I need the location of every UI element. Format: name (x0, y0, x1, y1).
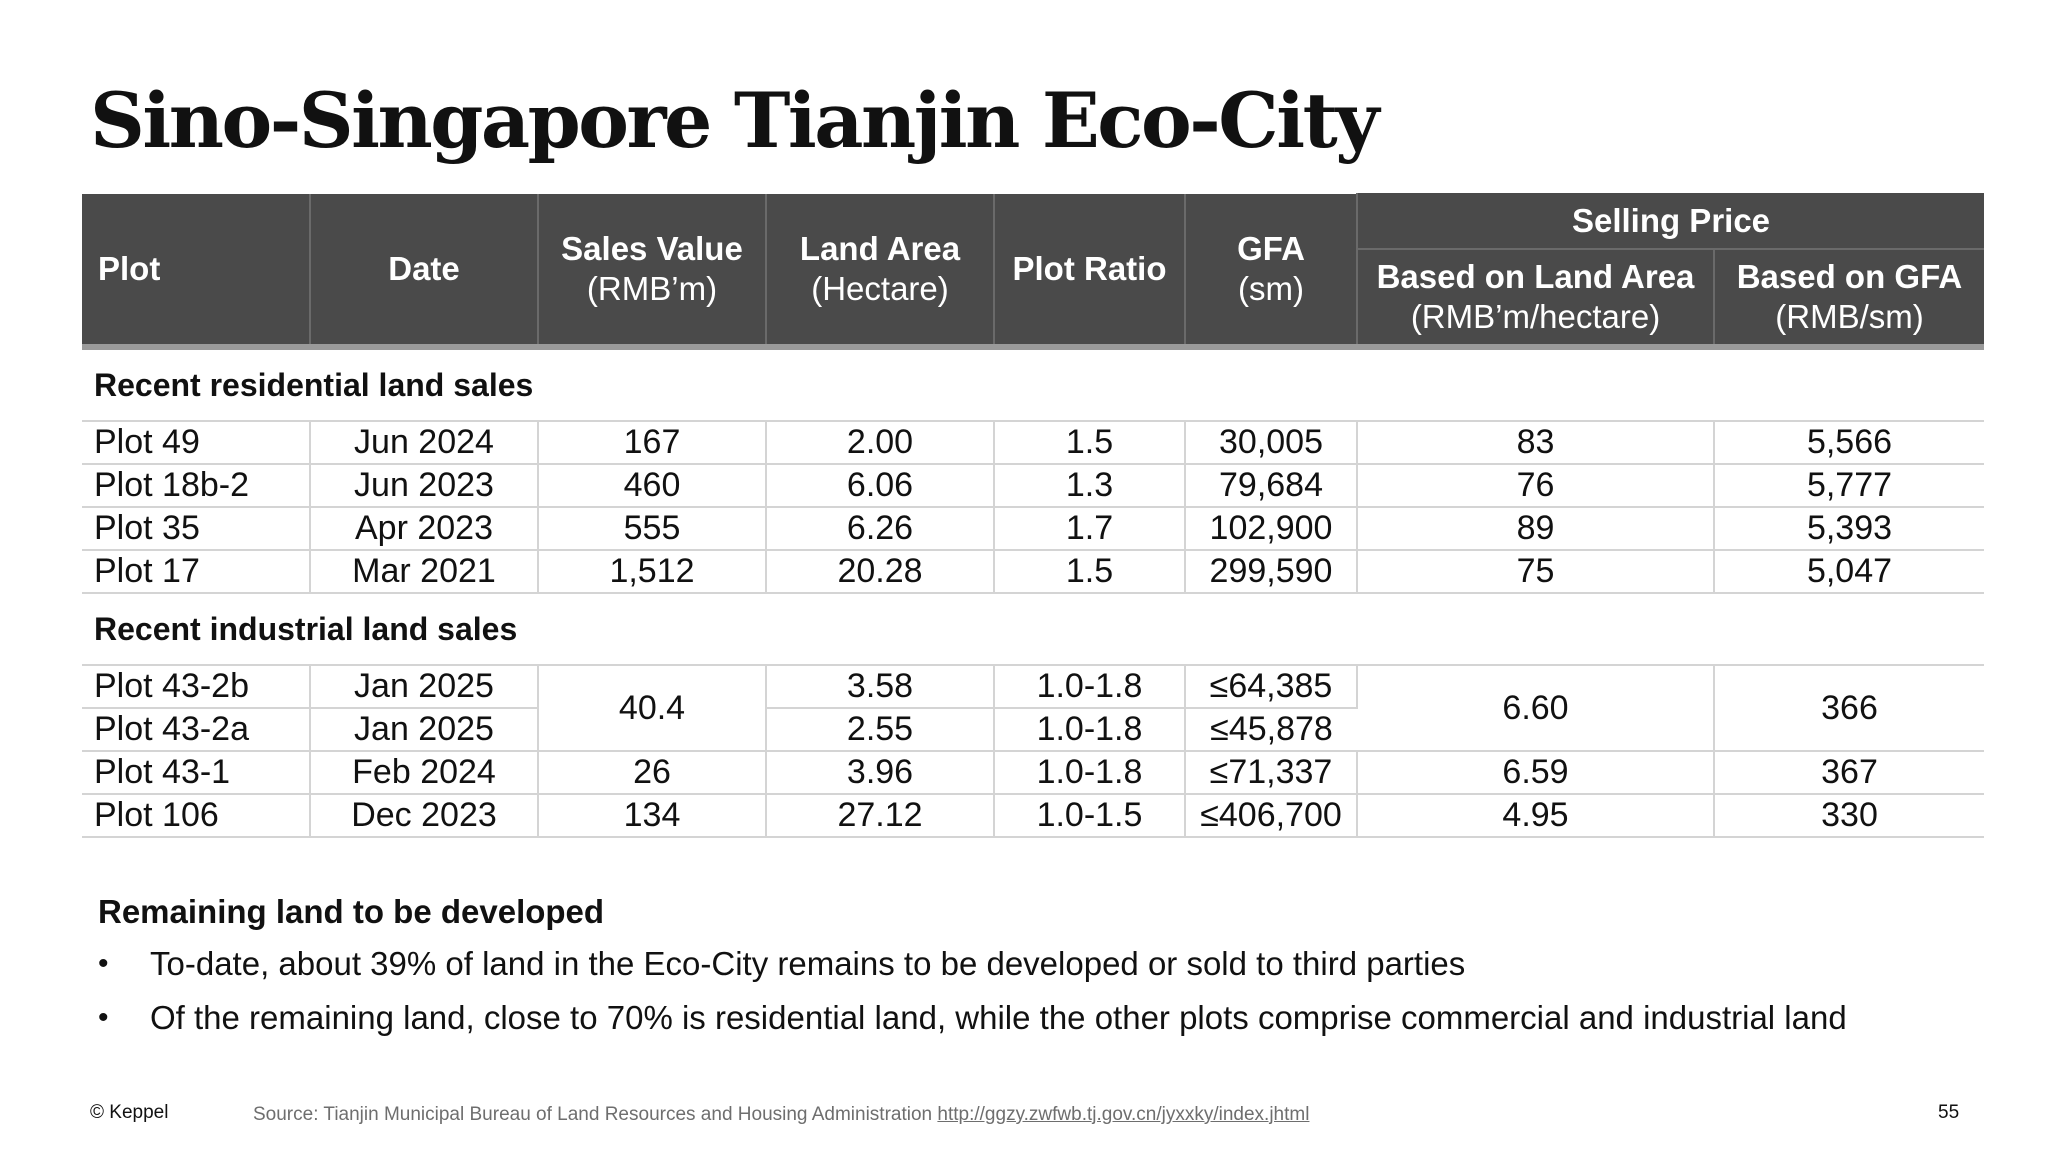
cell-plot-ratio: 1.0-1.5 (994, 794, 1186, 838)
header-gfa: GFA (sm) (1185, 193, 1358, 344)
cell-land-area: 6.26 (766, 507, 995, 551)
cell-price-land-area: 83 (1357, 421, 1715, 465)
header-date: Date (310, 193, 539, 344)
cell-date: Jun 2024 (310, 421, 539, 465)
cell-plot-ratio: 1.0-1.8 (994, 708, 1186, 752)
cell-gfa: ≤45,878 (1185, 708, 1357, 752)
bullet-icon: • (98, 1001, 109, 1034)
section-industrial-label: Recent industrial land sales (82, 593, 1984, 666)
cell-plot: Plot 106 (82, 794, 311, 838)
header-land-area: Land Area (Hectare) (766, 193, 995, 344)
header-based-on-gfa: Based on GFA (RMB/sm) (1714, 248, 1984, 344)
bullet-text: Of the remaining land, close to 70% is r… (150, 999, 1847, 1036)
page-title: Sino-Singapore Tianjin Eco-City (90, 76, 1379, 165)
cell-sales-value: 460 (538, 464, 767, 508)
cell-price-land-area: 6.59 (1357, 751, 1715, 795)
cell-price-land-area: 6.60 (1357, 665, 1715, 752)
cell-date: Apr 2023 (310, 507, 539, 551)
cell-sales-value: 167 (538, 421, 767, 465)
cell-gfa: 30,005 (1185, 421, 1358, 465)
cell-date: Jan 2025 (310, 665, 539, 709)
cell-price-gfa: 5,566 (1714, 421, 1984, 465)
cell-gfa: 299,590 (1185, 550, 1358, 594)
section-residential-label: Recent residential land sales (82, 350, 1984, 422)
cell-gfa: 102,900 (1185, 507, 1358, 551)
source-link[interactable]: http://ggzy.zwfwb.tj.gov.cn/jyxxky/index… (937, 1104, 1310, 1125)
page-number: 55 (1938, 1102, 1960, 1123)
cell-price-gfa: 5,777 (1714, 464, 1984, 508)
cell-price-land-area: 89 (1357, 507, 1715, 551)
cell-price-gfa: 5,047 (1714, 550, 1984, 594)
cell-gfa: ≤71,337 (1185, 751, 1358, 795)
cell-sales-value: 134 (538, 794, 767, 838)
cell-price-gfa: 330 (1714, 794, 1984, 838)
table-row: Plot 18b-2 Jun 2023 460 6.06 1.3 79,684 … (82, 464, 1984, 508)
cell-plot: Plot 17 (82, 550, 311, 594)
cell-date: Jan 2025 (310, 708, 539, 752)
bullet-item: • Of the remaining land, close to 70% is… (98, 998, 1998, 1038)
source-note: Source: Tianjin Municipal Bureau of Land… (253, 1104, 1309, 1126)
header-sales-value: Sales Value (RMB’m) (538, 193, 767, 344)
cell-plot: Plot 18b-2 (82, 464, 311, 508)
cell-plot: Plot 43-2a (82, 708, 311, 752)
cell-plot: Plot 49 (82, 421, 311, 465)
cell-sales-value: 26 (538, 751, 767, 795)
remaining-land-bullets: • To-date, about 39% of land in the Eco-… (98, 944, 1998, 1052)
cell-sales-value: 40.4 (538, 665, 767, 752)
cell-price-land-area: 75 (1357, 550, 1715, 594)
cell-land-area: 27.12 (766, 794, 995, 838)
copyright: © Keppel (90, 1102, 169, 1123)
header-based-on-land-area: Based on Land Area (RMB’m/hectare) (1357, 248, 1715, 344)
cell-sales-value: 555 (538, 507, 767, 551)
cell-plot-ratio: 1.7 (994, 507, 1186, 551)
header-selling-price: Selling Price (1357, 193, 1984, 249)
cell-land-area: 3.96 (766, 751, 995, 795)
cell-plot-ratio: 1.5 (994, 550, 1186, 594)
cell-price-gfa: 367 (1714, 751, 1984, 795)
cell-date: Dec 2023 (310, 794, 539, 838)
cell-plot-ratio: 1.0-1.8 (994, 665, 1186, 709)
bullet-text: To-date, about 39% of land in the Eco-Ci… (150, 945, 1466, 982)
table-row: Plot 49 Jun 2024 167 2.00 1.5 30,005 83 … (82, 421, 1984, 465)
land-sales-table: Plot Date Sales Value (RMB’m) Land Area (H… (82, 193, 1984, 838)
cell-land-area: 2.00 (766, 421, 995, 465)
cell-sales-value: 1,512 (538, 550, 767, 594)
cell-price-gfa: 5,393 (1714, 507, 1984, 551)
cell-plot-ratio: 1.3 (994, 464, 1186, 508)
table-row: Plot 17 Mar 2021 1,512 20.28 1.5 299,590… (82, 550, 1984, 594)
cell-land-area: 6.06 (766, 464, 995, 508)
table-row: Plot 43-2b Jan 2025 40.4 3.58 1.0-1.8 ≤6… (82, 665, 1984, 752)
section-row: Recent residential land sales (82, 350, 1984, 422)
cell-gfa: ≤64,385 (1185, 665, 1358, 709)
cell-land-area: 3.58 (766, 665, 995, 709)
cell-plot: Plot 43-1 (82, 751, 311, 795)
table-row: Plot 106 Dec 2023 134 27.12 1.0-1.5 ≤406… (82, 794, 1984, 838)
cell-gfa: 79,684 (1185, 464, 1358, 508)
table-row: Plot 43-1 Feb 2024 26 3.96 1.0-1.8 ≤71,3… (82, 751, 1984, 795)
cell-land-area: 2.55 (766, 708, 995, 752)
cell-land-area: 20.28 (766, 550, 995, 594)
cell-plot: Plot 35 (82, 507, 311, 551)
bullet-item: • To-date, about 39% of land in the Eco-… (98, 944, 1998, 984)
cell-plot-ratio: 1.0-1.8 (994, 751, 1186, 795)
cell-date: Jun 2023 (310, 464, 539, 508)
cell-date: Mar 2021 (310, 550, 539, 594)
cell-date: Feb 2024 (310, 751, 539, 795)
header-separator (82, 344, 1984, 350)
table-row: Plot 43-2a Jan 2025 2.55 1.0-1.8 ≤45,878 (82, 708, 1984, 752)
cell-gfa: ≤406,700 (1185, 794, 1358, 838)
section-row: Recent industrial land sales (82, 593, 1984, 666)
header-plot: Plot (82, 193, 311, 344)
cell-price-land-area: 4.95 (1357, 794, 1715, 838)
cell-plot: Plot 43-2b (82, 665, 311, 709)
table-row: Plot 35 Apr 2023 555 6.26 1.7 102,900 89… (82, 507, 1984, 551)
header-plot-ratio: Plot Ratio (994, 193, 1186, 344)
source-text: Source: Tianjin Municipal Bureau of Land… (253, 1104, 933, 1125)
cell-plot-ratio: 1.5 (994, 421, 1186, 465)
cell-price-land-area: 76 (1357, 464, 1715, 508)
cell-price-gfa: 366 (1714, 665, 1984, 752)
remaining-land-heading: Remaining land to be developed (98, 893, 605, 930)
bullet-icon: • (98, 947, 109, 980)
